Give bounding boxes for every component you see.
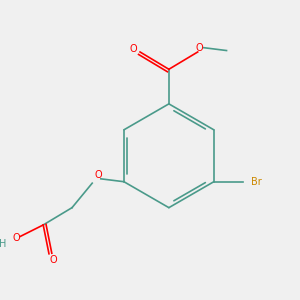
Text: O: O: [94, 169, 102, 179]
Text: Br: Br: [251, 177, 262, 187]
Text: O: O: [195, 43, 203, 53]
Text: O: O: [50, 255, 57, 265]
Text: O: O: [12, 233, 20, 243]
Text: H: H: [0, 239, 7, 249]
Text: O: O: [129, 44, 136, 54]
